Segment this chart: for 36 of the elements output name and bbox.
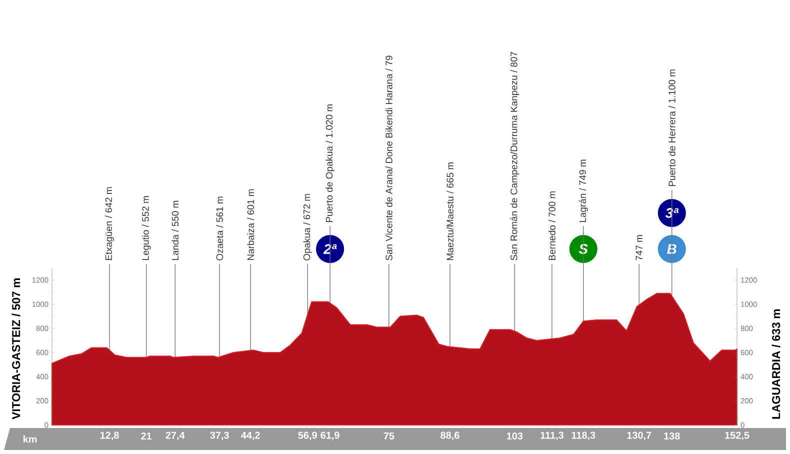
ref-line-label: Lagrán / 749 m: [578, 160, 588, 222]
x-tick-label: 12,8: [100, 432, 119, 440]
x-axis-title: km: [24, 435, 37, 443]
x-tick-label: 138: [664, 432, 680, 440]
x-tick-label: 88,6: [440, 432, 460, 440]
ref-line-label: 747 m: [636, 235, 642, 260]
text: VITORIA-GASTEIZ / 507 m: [12, 278, 20, 420]
annotation: S: [578, 244, 588, 254]
x-tick-label: 118,3: [572, 432, 596, 440]
x-tick-label: 103: [506, 432, 523, 440]
ref-line-label: San Vicente de Arana/ Done Bikendi Harana / 79: [385, 56, 392, 260]
ref-line-label: Puerto de Herrera / 1.100 m: [668, 70, 676, 186]
x-tick-label: 56,9: [298, 432, 317, 440]
ref-line-label: Narbaiza / 601 m: [247, 189, 254, 260]
ref-line-label: Maeztu/Maestu / 665 m: [446, 162, 454, 260]
ref-line-label: Opakua / 672 m: [303, 194, 312, 260]
ref-line-label: Puerto de Opakua / 1.020 m: [326, 104, 334, 222]
ref-line-label: Etxagüen / 642 m: [105, 187, 114, 260]
annotation: 2ª: [323, 244, 337, 254]
x-tick-label: 111,3: [540, 432, 564, 440]
x-tick-label: 130,7: [627, 432, 652, 440]
x-tick-label: 27,4: [166, 432, 185, 440]
x-tick-label: 21: [141, 432, 152, 440]
x-tick-label: 152,5: [725, 432, 750, 440]
ref-line-label: Ozaeta / 561 m: [216, 196, 224, 260]
x-tick-label: 37,3: [210, 432, 229, 440]
ref-line-label: Legutio / 552 m: [142, 196, 151, 260]
ref-line-label: Landa / 550 m: [172, 200, 179, 260]
annotation: 3ª: [666, 208, 679, 218]
x-tick-label: 44,2: [241, 432, 260, 440]
ref-line-label: Bernedo / 700 m: [548, 191, 556, 260]
annotation: B: [667, 244, 676, 254]
x-tick-label: 61,9: [320, 432, 340, 440]
ref-line-label: San Román de Campezo/Durruma Kanpezu / 807: [510, 52, 520, 260]
text: LAGUARDIA / 633 m: [772, 309, 780, 419]
x-tick-label: 75: [384, 432, 394, 440]
